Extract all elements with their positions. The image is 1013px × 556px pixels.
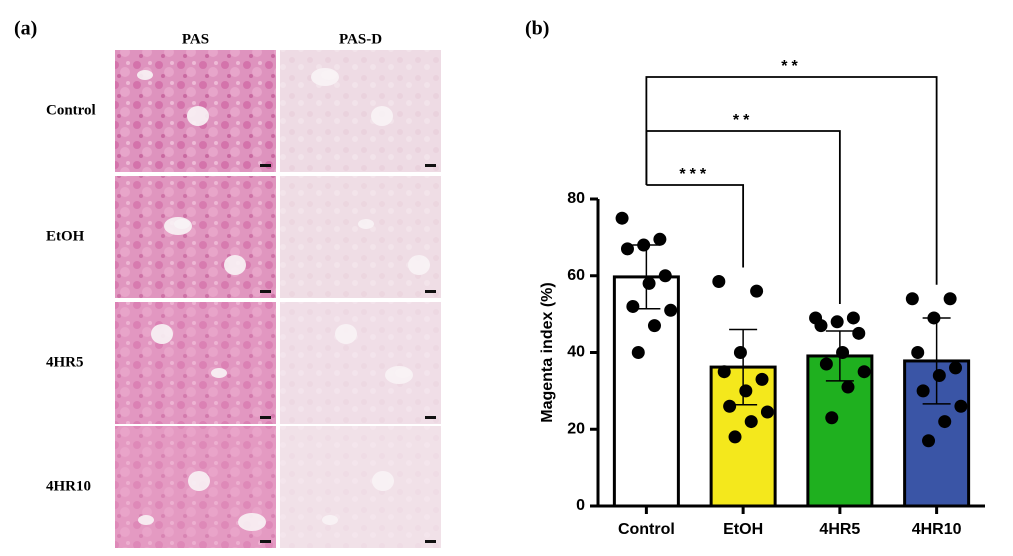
data-point [949, 361, 963, 375]
vessel [408, 255, 430, 275]
row-label: EtOH [46, 228, 85, 244]
vessel [211, 368, 227, 378]
data-point [744, 415, 758, 429]
x-tick-label: 4HR10 [912, 521, 962, 538]
data-point [642, 276, 656, 290]
vessel [164, 217, 192, 235]
micrograph [280, 50, 441, 172]
vessel [137, 70, 153, 80]
data-point [760, 405, 774, 419]
data-point [905, 292, 919, 306]
panel-label: (b) [525, 18, 549, 40]
vessel [187, 106, 209, 126]
scale-bar [425, 416, 436, 419]
data-point [836, 346, 850, 359]
vessel [335, 324, 357, 344]
vessel [238, 513, 266, 531]
data-point [712, 275, 726, 289]
vessel [151, 324, 173, 344]
scale-bar [425, 164, 436, 167]
y-tick-label: 20 [567, 420, 585, 437]
x-tick-label: EtOH [723, 521, 763, 538]
y-tick-label: 80 [567, 190, 585, 207]
vessel [371, 106, 393, 126]
micrograph-tint [280, 426, 441, 548]
scale-bar [425, 290, 436, 293]
data-point [857, 365, 871, 379]
scale-bar [260, 164, 271, 167]
scale-bar [260, 290, 271, 293]
scale-bar [425, 540, 436, 543]
row-label: 4HR5 [46, 354, 84, 370]
data-point [932, 369, 946, 383]
data-point [830, 315, 844, 329]
data-point [717, 365, 731, 379]
data-point [852, 326, 866, 340]
data-point [631, 346, 645, 359]
x-tick-label: Control [618, 521, 675, 538]
data-point [825, 411, 839, 425]
vessel [358, 219, 374, 229]
column-label: PAS [182, 31, 209, 47]
x-tick-label: 4HR5 [819, 521, 860, 538]
data-point [927, 311, 941, 325]
micrograph-tint [115, 302, 276, 424]
data-point [916, 384, 930, 398]
micrograph [115, 176, 276, 298]
data-point [615, 211, 629, 225]
data-point [814, 319, 828, 333]
y-tick-label: 0 [576, 497, 585, 514]
data-point [841, 380, 855, 394]
data-point [954, 399, 968, 413]
vessel [138, 515, 154, 525]
micrograph [280, 176, 441, 298]
data-point [938, 415, 952, 429]
vessel [188, 471, 210, 491]
data-point [637, 238, 651, 252]
data-point [750, 284, 764, 298]
significance-label: ** [733, 112, 753, 129]
data-point [733, 346, 747, 359]
data-point [728, 430, 742, 444]
significance-label: ** [781, 58, 801, 75]
row-label: Control [46, 102, 96, 118]
data-point [647, 319, 661, 333]
vessel [322, 515, 338, 525]
column-label: PAS-D [339, 31, 382, 47]
data-point [626, 299, 640, 313]
y-tick-label: 60 [567, 267, 585, 284]
significance-label: *** [679, 166, 710, 183]
data-point [755, 372, 769, 386]
micrograph-tint [115, 176, 276, 298]
row-label: 4HR10 [46, 478, 91, 494]
vessel [224, 255, 246, 275]
significance-bracket [646, 184, 745, 268]
data-point [846, 311, 860, 325]
data-point [943, 292, 957, 306]
data-point [819, 357, 833, 371]
y-axis-label: Magenta index (%) [539, 282, 556, 422]
data-point [664, 303, 678, 317]
vessel [372, 471, 394, 491]
micrograph-tint [280, 50, 441, 172]
data-point [739, 384, 753, 398]
scale-bar [260, 416, 271, 419]
vessel [385, 366, 413, 384]
micrograph-tint [280, 302, 441, 424]
micrograph-tint [280, 176, 441, 298]
vessel [311, 68, 339, 86]
scale-bar [260, 540, 271, 543]
data-point [653, 232, 667, 246]
y-tick-label: 40 [567, 344, 585, 361]
data-point [658, 269, 672, 283]
significance-bracket [645, 76, 938, 285]
data-point [620, 242, 634, 256]
data-point [911, 346, 925, 359]
data-point [922, 434, 936, 448]
data-point [723, 399, 737, 413]
panel-label: (a) [14, 18, 37, 40]
